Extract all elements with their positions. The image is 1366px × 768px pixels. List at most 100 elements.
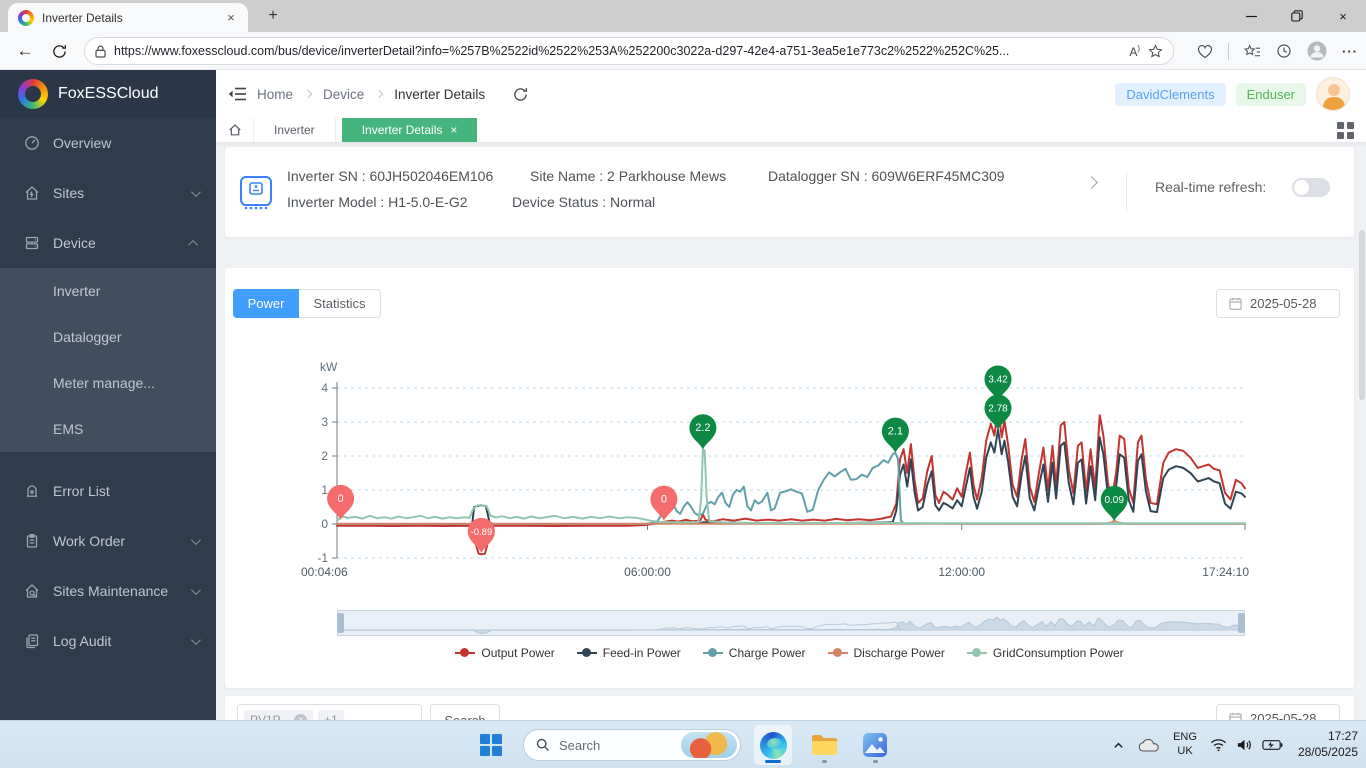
sidebar-item-overview[interactable]: Overview xyxy=(0,118,216,168)
favorite-star-icon[interactable] xyxy=(1148,43,1163,59)
speaker-icon[interactable] xyxy=(1236,738,1253,752)
chart-datazoom-slider[interactable] xyxy=(337,610,1245,636)
foxess-logo-icon xyxy=(18,79,48,109)
svg-text:0: 0 xyxy=(661,494,667,506)
sidebar-subitem-ems[interactable]: EMS xyxy=(53,421,84,437)
breadcrumb-device[interactable]: Device xyxy=(323,86,365,102)
vertical-divider xyxy=(1126,173,1127,211)
sidebar-item-sites[interactable]: Sites xyxy=(0,168,216,218)
chart-date-picker[interactable]: 2025-05-28 xyxy=(1216,289,1340,318)
start-button[interactable] xyxy=(472,725,510,765)
sidebar-subitem-datalogger[interactable]: Datalogger xyxy=(53,329,122,345)
sidebar-item-device[interactable]: Device xyxy=(0,218,216,268)
url-bar[interactable]: https://www.foxesscloud.com/bus/device/i… xyxy=(84,37,1174,65)
breadcrumb-current: Inverter Details xyxy=(394,86,486,102)
sidebar-item-work-order[interactable]: Work Order xyxy=(0,516,216,566)
legend-item-output-power[interactable]: Output Power xyxy=(455,646,555,660)
svg-text:0: 0 xyxy=(321,517,328,531)
svg-text:4: 4 xyxy=(321,381,328,395)
windows-logo-icon xyxy=(480,734,502,756)
tab-close-icon[interactable]: × xyxy=(227,9,235,25)
app-topbar: Home Device Inverter Details DavidClemen… xyxy=(216,70,1366,118)
back-button[interactable]: ← xyxy=(16,41,34,60)
browser-menu-icon[interactable]: ··· xyxy=(1342,43,1358,59)
tab-options-grid-icon[interactable] xyxy=(1337,122,1354,139)
svg-text:2.2: 2.2 xyxy=(695,422,710,434)
language-indicator[interactable]: ENG UK xyxy=(1173,731,1197,757)
device-status-text: Device Status : Normal xyxy=(512,194,656,210)
page-refresh-icon[interactable] xyxy=(513,87,528,102)
sidebar-item-log-audit[interactable]: Log Audit xyxy=(0,616,216,666)
expand-details-chevron-icon[interactable] xyxy=(1085,176,1098,189)
calendar-icon xyxy=(1229,297,1242,310)
legend-marker-icon xyxy=(455,648,476,658)
breadcrumb-home[interactable]: Home xyxy=(257,86,294,102)
alarm-icon xyxy=(26,485,38,497)
browser-titlebar: Inverter Details × + × xyxy=(0,0,1366,32)
page-scrollbar[interactable] xyxy=(1359,230,1365,400)
windows-taskbar: Search ENG UK 17:27 28/05/2025 xyxy=(0,720,1366,768)
onedrive-cloud-icon[interactable] xyxy=(1138,738,1160,753)
chevron-down-icon xyxy=(190,584,201,595)
legend-item-discharge-power[interactable]: Discharge Power xyxy=(827,646,945,660)
taskbar-edge-button[interactable] xyxy=(754,725,792,765)
power-chart[interactable]: 4 3 2 1 0 -1 kW 00:04:06 06:00:00 12:00:00 17:24:1… xyxy=(300,355,1260,590)
app-logo-row: FoxESSCloud xyxy=(0,70,216,118)
taskbar-file-explorer-button[interactable] xyxy=(805,725,843,765)
svg-text:-0.89: -0.89 xyxy=(471,527,493,538)
user-avatar[interactable] xyxy=(1316,77,1350,111)
new-tab-button[interactable]: + xyxy=(268,7,278,24)
app-logo-text: FoxESSCloud xyxy=(58,85,159,102)
tray-chevron-up-icon[interactable] xyxy=(1112,739,1125,752)
collapse-sidebar-icon[interactable] xyxy=(228,86,247,102)
favorites-bar-icon[interactable] xyxy=(1244,44,1261,59)
window-minimize-button[interactable] xyxy=(1228,0,1274,32)
legend-item-feed-in-power[interactable]: Feed-in Power xyxy=(576,646,681,660)
svg-text:06:00:00: 06:00:00 xyxy=(624,565,671,579)
sidebar-item-error-list[interactable]: Error List xyxy=(0,466,216,516)
inverter-model-text: Inverter Model : H1-5.0-E-G2 xyxy=(287,194,468,210)
refresh-button[interactable] xyxy=(46,39,72,63)
legend-item-gridconsumption-power[interactable]: GridConsumption Power xyxy=(966,646,1124,660)
page-content: Inverter SN : 60JH502046EM106 Site Name … xyxy=(216,143,1366,768)
chevron-down-icon xyxy=(190,634,201,645)
taskbar-search[interactable]: Search xyxy=(523,729,741,761)
browser-tab[interactable]: Inverter Details × xyxy=(8,3,248,32)
history-icon[interactable] xyxy=(1276,43,1292,59)
tab-inverter-details[interactable]: Inverter Details × xyxy=(341,118,478,142)
svg-text:0.09: 0.09 xyxy=(1104,495,1124,506)
search-highlight-image[interactable] xyxy=(681,732,737,758)
taskbar-time: 17:27 xyxy=(1327,729,1358,744)
read-aloud-icon[interactable]: A) xyxy=(1129,43,1140,59)
browser-profile-icon[interactable] xyxy=(1307,41,1327,61)
browser-essentials-icon[interactable] xyxy=(1197,44,1213,59)
home-tab-button[interactable] xyxy=(216,118,254,142)
tab-inverter[interactable]: Inverter xyxy=(254,118,336,142)
tab-close-icon[interactable]: × xyxy=(450,123,458,137)
sidebar-item-sites-maintenance[interactable]: Sites Maintenance xyxy=(0,566,216,616)
window-restore-button[interactable] xyxy=(1274,0,1320,32)
realtime-refresh-toggle[interactable] xyxy=(1292,178,1330,197)
site-name-text: Site Name : 2 Parkhouse Mews xyxy=(530,168,727,184)
search-icon xyxy=(536,738,549,751)
svg-text:12:00:00: 12:00:00 xyxy=(938,565,985,579)
sidebar-subitem-inverter[interactable]: Inverter xyxy=(53,283,101,299)
taskbar-clock[interactable]: 17:27 28/05/2025 xyxy=(1298,729,1358,760)
sidebar: FoxESSCloud Overview Sites Device Invert… xyxy=(0,70,216,768)
tab-statistics[interactable]: Statistics xyxy=(299,289,381,318)
sidebar-subitem-meter-management[interactable]: Meter manage... xyxy=(53,375,155,391)
legend-item-charge-power[interactable]: Charge Power xyxy=(702,646,806,660)
window-close-button[interactable]: × xyxy=(1339,8,1347,24)
realtime-refresh-label: Real-time refresh: xyxy=(1155,179,1267,195)
photos-icon xyxy=(863,733,887,757)
browser-toolbar: ← https://www.foxesscloud.com/bus/device… xyxy=(0,32,1366,70)
taskbar-photos-button[interactable] xyxy=(856,725,894,765)
battery-charging-icon[interactable] xyxy=(1262,739,1283,751)
tab-power[interactable]: Power xyxy=(233,289,299,318)
user-badge[interactable]: DavidClements xyxy=(1115,82,1226,106)
wifi-icon[interactable] xyxy=(1210,738,1227,752)
toolbar-icons: ··· xyxy=(1197,37,1358,65)
datazoom-svg[interactable] xyxy=(337,610,1245,636)
